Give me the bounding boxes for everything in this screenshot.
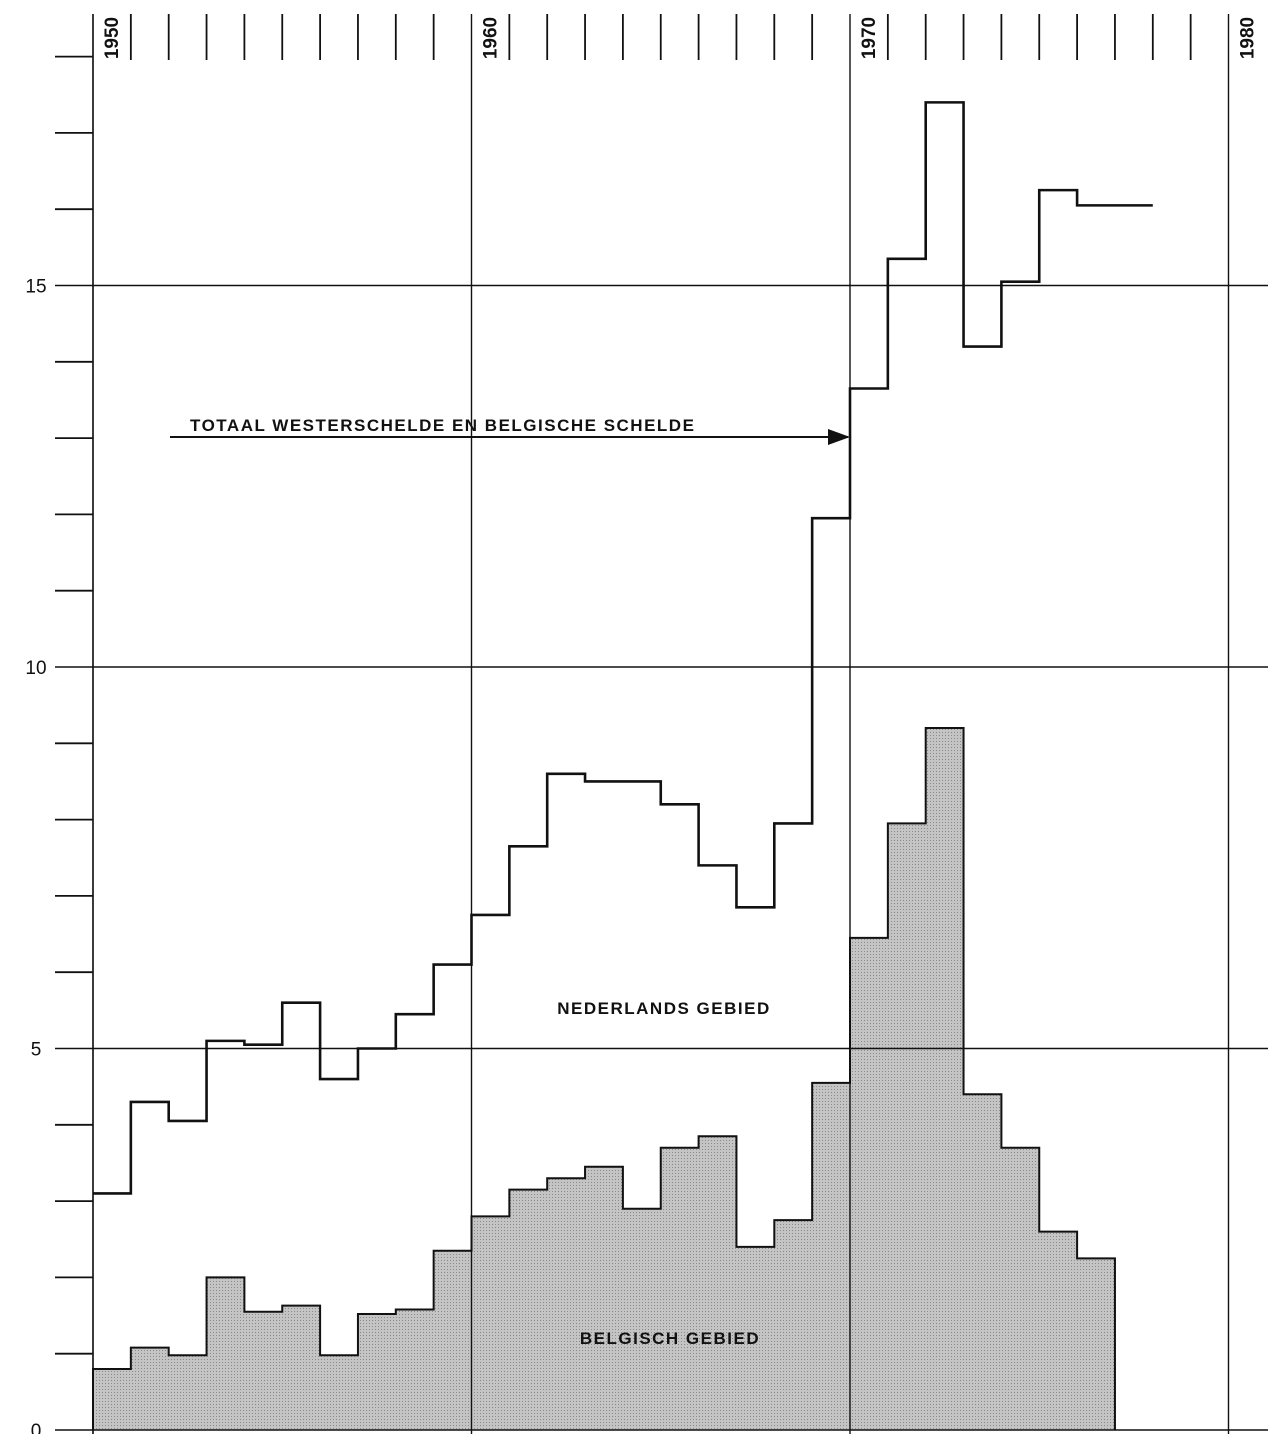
x-tick-label-1970: 1970 xyxy=(859,17,880,59)
belgisch-bar-1961 xyxy=(509,1190,547,1430)
nederlands-gebied-label: NEDERLANDS GEBIED xyxy=(557,999,770,1018)
belgisch-bar-1975 xyxy=(1039,1232,1077,1430)
belgisch-bar-1956 xyxy=(320,1355,358,1430)
belgisch-bar-1969 xyxy=(812,1083,850,1430)
belgisch-bar-1968 xyxy=(774,1220,812,1430)
x-tick-label-1980: 1980 xyxy=(1238,17,1259,59)
total-layer xyxy=(93,102,1153,1193)
belgisch-bar-1953 xyxy=(207,1277,245,1430)
belgisch-bar-1958 xyxy=(396,1309,434,1430)
total-annotation: TOTAAL WESTERSCHELDE EN BELGISCHE SCHELD… xyxy=(190,416,695,435)
y-tick-label-5: 5 xyxy=(31,1040,42,1061)
belgisch-bar-1976 xyxy=(1077,1258,1115,1430)
belgisch-bar-1973 xyxy=(964,1094,1002,1430)
belgisch-bar-1971 xyxy=(888,823,926,1430)
belgisch-bar-1954 xyxy=(244,1312,282,1430)
x-tick-label-1950: 1950 xyxy=(102,17,123,59)
belgisch-gebied-label: BELGISCH GEBIED xyxy=(580,1329,760,1348)
belgisch-bar-1972 xyxy=(926,728,964,1430)
y-tick-label-0: 0 xyxy=(31,1421,42,1434)
y-tick-label-10: 10 xyxy=(25,658,46,679)
belgisch-bar-1952 xyxy=(169,1355,207,1430)
total-line xyxy=(93,102,1153,1193)
belgisch-bar-1966 xyxy=(699,1136,737,1430)
belgisch-bar-1951 xyxy=(131,1348,169,1430)
belgisch-bar-1959 xyxy=(434,1251,472,1430)
belgisch-bar-1950 xyxy=(93,1369,131,1430)
belgisch-bar-1965 xyxy=(661,1148,699,1430)
belgisch-bar-1960 xyxy=(472,1216,510,1430)
belgisch-bar-1970 xyxy=(850,938,888,1430)
x-tick-label-1960: 1960 xyxy=(481,17,502,59)
belgisch-bar-1955 xyxy=(282,1306,320,1430)
belgisch-bar-1964 xyxy=(623,1209,661,1430)
belgisch-bar-1962 xyxy=(547,1178,585,1430)
belgisch-bar-1963 xyxy=(585,1167,623,1430)
belgisch-gebied-layer xyxy=(93,728,1116,1430)
belgisch-bar-1974 xyxy=(1001,1148,1039,1430)
belgisch-bar-1957 xyxy=(358,1314,396,1430)
y-tick-label-15: 15 xyxy=(25,277,46,298)
